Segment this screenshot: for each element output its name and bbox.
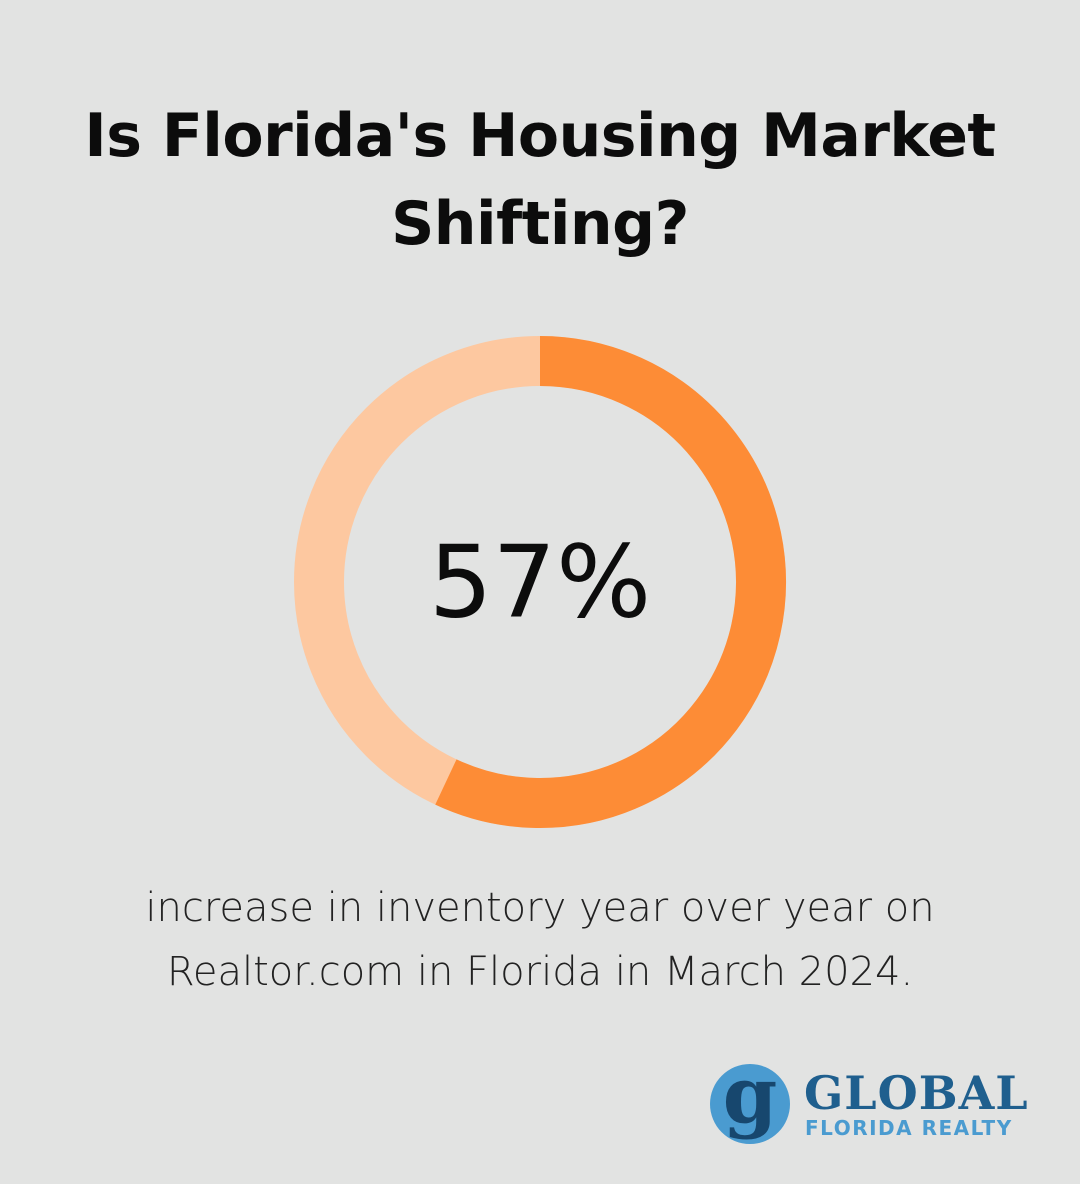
donut-svg: 57% (294, 336, 786, 828)
donut-value-label: 57% (429, 524, 651, 641)
title-line-2: Shifting? (391, 189, 689, 259)
brand-subtitle: FLORIDA REALTY (805, 1116, 1013, 1140)
brand-name: GLOBAL (804, 1066, 1029, 1120)
caption-line-2: Realtor.com in Florida in March 2024. (166, 949, 914, 995)
caption: increase in inventory year over year on … (40, 876, 1040, 1004)
page-title: Is Florida's Housing Market Shifting? (20, 92, 1060, 268)
brand-logo: g GLOBAL FLORIDA REALTY (708, 1056, 1048, 1144)
title-line-1: Is Florida's Housing Market (84, 101, 996, 171)
caption-line-1: increase in inventory year over year on (145, 885, 935, 931)
donut-chart: 57% (290, 332, 790, 832)
brand-mark-icon: g (710, 1056, 790, 1144)
donut-value-arc (435, 336, 786, 828)
brand-mark-letter: g (722, 1050, 778, 1141)
